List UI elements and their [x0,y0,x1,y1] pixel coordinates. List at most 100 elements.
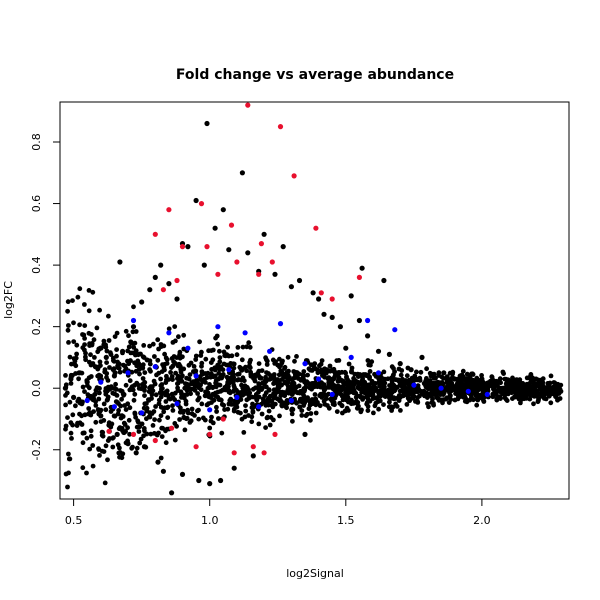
background-point [388,389,393,395]
background-point [232,385,237,390]
background-point [234,352,240,358]
background-point [474,375,480,381]
background-point [68,420,74,426]
background-point [179,374,185,380]
background-point [65,415,70,420]
data-point [193,444,199,450]
background-point [152,417,158,422]
background-point [150,388,156,394]
background-point [429,388,435,394]
background-point [79,413,84,419]
background-point [90,463,96,469]
background-point [158,455,164,461]
background-point [123,382,129,388]
data-point [245,102,251,108]
background-point [214,409,220,414]
background-point [417,393,422,399]
background-point [365,404,371,409]
background-point [505,391,511,397]
background-point [120,391,126,397]
data-point [313,225,319,231]
background-point [196,407,201,413]
background-point [326,405,332,411]
background-point [389,408,394,413]
background-point [535,392,541,398]
background-point [339,403,345,409]
data-point [128,339,134,345]
background-point [198,353,204,358]
background-point [69,436,74,441]
background-point [152,431,157,436]
background-point [111,435,116,440]
background-point [226,401,232,407]
background-point [308,417,313,423]
background-point [203,356,209,362]
data-point [506,382,512,388]
background-point [104,397,110,403]
background-point [219,375,225,381]
background-point [164,373,169,379]
background-point [178,369,184,375]
background-point [350,379,356,384]
background-point [548,373,554,379]
background-point [282,373,288,379]
background-point [150,341,156,347]
background-point [122,422,128,427]
background-point [231,365,237,371]
background-point [335,384,340,390]
background-point [107,365,112,370]
background-point [480,394,486,399]
chart-title: Fold change vs average abundance [176,67,454,83]
background-point [90,443,96,448]
data-point [166,207,172,213]
background-point [225,344,231,350]
background-point [181,366,187,372]
background-point [500,369,506,375]
background-point [66,470,71,476]
background-point [269,376,275,381]
data-point [231,450,237,456]
background-point [294,354,299,359]
background-point [181,408,187,414]
background-point [94,325,100,331]
background-point [207,394,213,399]
background-point [321,398,327,404]
background-point [285,387,291,393]
background-point [182,427,188,433]
background-point [140,376,146,381]
background-point [136,429,142,434]
background-point [278,399,284,405]
background-point [142,370,148,375]
background-point [408,388,414,393]
background-point [180,354,185,360]
data-point [329,296,335,302]
background-point [223,353,229,359]
background-point [300,372,306,378]
background-point [256,387,262,392]
background-point [215,389,221,395]
background-point [396,366,402,372]
background-point [277,413,282,419]
background-point [99,429,105,435]
background-point [498,396,503,401]
background-point [346,361,352,367]
data-point [242,330,248,336]
background-point [163,440,169,446]
background-point [199,401,205,407]
background-point [110,444,116,450]
data-point [356,317,362,324]
data-point [269,259,275,265]
data-point [201,262,207,268]
data-point [261,450,267,456]
background-point [161,365,167,371]
data-point [98,379,104,385]
background-point [63,402,68,408]
background-point [137,440,143,446]
background-point [285,354,291,360]
background-point [317,403,323,409]
background-point [330,401,336,407]
background-point [68,430,74,436]
background-point [112,386,117,391]
background-point [452,397,458,403]
data-point [92,364,98,370]
